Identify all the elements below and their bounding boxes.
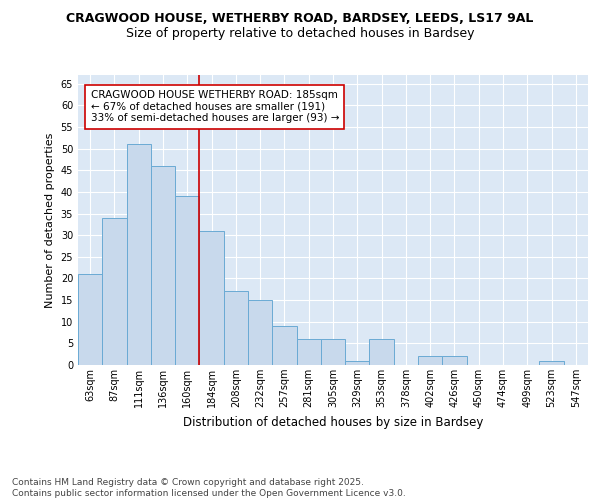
Bar — [175, 196, 199, 365]
Bar — [321, 339, 345, 365]
Bar — [199, 231, 224, 365]
Bar — [127, 144, 151, 365]
Text: Size of property relative to detached houses in Bardsey: Size of property relative to detached ho… — [126, 28, 474, 40]
Bar — [151, 166, 175, 365]
Text: CRAGWOOD HOUSE WETHERBY ROAD: 185sqm
← 67% of detached houses are smaller (191)
: CRAGWOOD HOUSE WETHERBY ROAD: 185sqm ← 6… — [91, 90, 339, 124]
X-axis label: Distribution of detached houses by size in Bardsey: Distribution of detached houses by size … — [183, 416, 483, 428]
Text: CRAGWOOD HOUSE, WETHERBY ROAD, BARDSEY, LEEDS, LS17 9AL: CRAGWOOD HOUSE, WETHERBY ROAD, BARDSEY, … — [67, 12, 533, 26]
Bar — [418, 356, 442, 365]
Bar — [272, 326, 296, 365]
Bar — [296, 339, 321, 365]
Bar — [224, 292, 248, 365]
Text: Contains HM Land Registry data © Crown copyright and database right 2025.
Contai: Contains HM Land Registry data © Crown c… — [12, 478, 406, 498]
Bar — [370, 339, 394, 365]
Bar — [442, 356, 467, 365]
Bar — [248, 300, 272, 365]
Bar — [78, 274, 102, 365]
Y-axis label: Number of detached properties: Number of detached properties — [45, 132, 55, 308]
Bar — [539, 360, 564, 365]
Bar — [102, 218, 127, 365]
Bar — [345, 360, 370, 365]
